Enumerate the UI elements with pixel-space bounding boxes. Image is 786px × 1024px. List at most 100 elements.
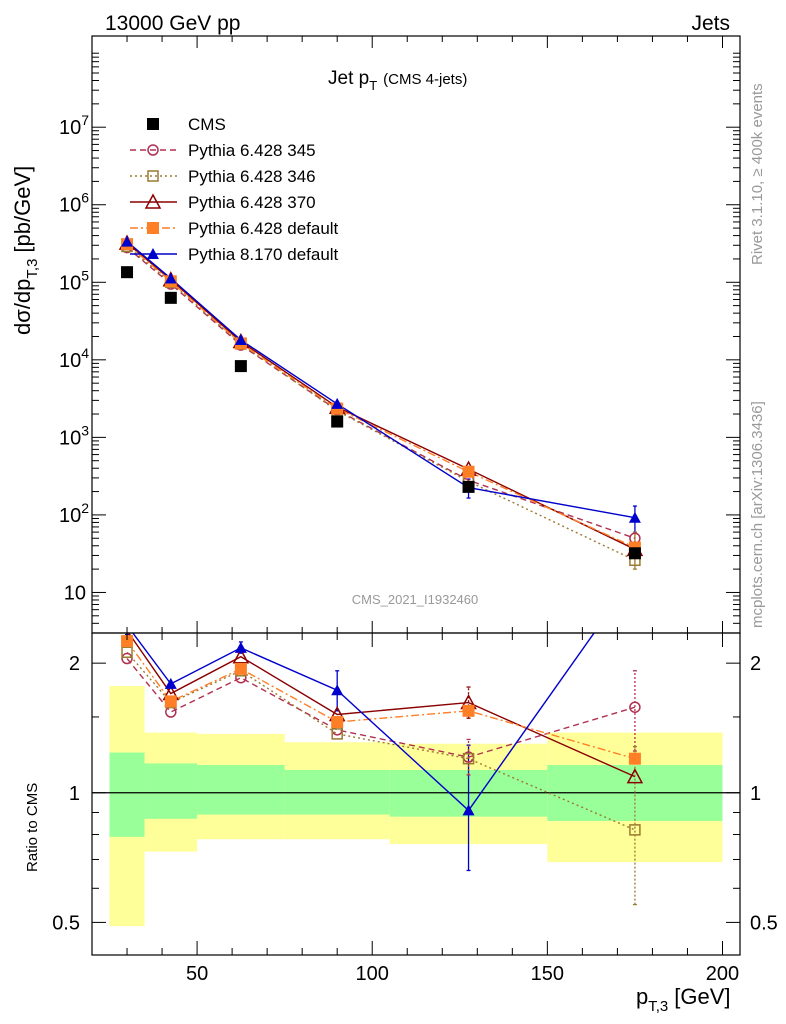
main-point-pythia-8-170-default (121, 235, 134, 247)
ratio-line-pythia-6-428-345 (126, 658, 636, 758)
rivet-label: Rivet 3.1.10, ≥ 400k events (749, 83, 766, 265)
ratio-point-pythia-8-170-default (331, 684, 344, 696)
main-point-cms (164, 291, 177, 304)
ratio-point-pythia-6-428-default (234, 662, 247, 675)
xtick-label: 50 (186, 963, 208, 985)
main-y-axis-label: dσ/dpT,3 [pb/GeV] (10, 166, 41, 335)
ratio-point-pythia-6-428-345 (121, 652, 133, 665)
main-ytick-label: 102 (59, 500, 89, 527)
ratio-plot-area (92, 633, 740, 927)
main-point-cms (628, 547, 641, 560)
xtick-label: 200 (706, 963, 739, 985)
ratio-point-pythia-8-170-default (234, 641, 247, 653)
ratio-ytick-label-right: 1 (750, 783, 761, 805)
main-line-pythia-8-170-default (126, 241, 636, 519)
main-ytick-label: 106 (59, 190, 89, 217)
main-ylabel-text: dσ/dp (10, 279, 35, 335)
main-plot-area (118, 234, 644, 570)
xlabel-text: p (636, 984, 648, 1009)
legend-item-pythia-6-428-370: Pythia 6.428 370 (130, 193, 316, 212)
ratio-line-pythia-6-428-default (126, 640, 636, 760)
svg-text:pT,3[GeV]: pT,3 [GeV] (636, 984, 731, 1015)
main-point-cms (234, 360, 247, 373)
ratio-band-inner-0 (109, 752, 145, 837)
ratio-y-axis-label: Ratio to CMS (24, 783, 41, 872)
main-point-cms (462, 480, 475, 493)
legend-marker (147, 248, 159, 259)
legend-item-pythia-6-428-default: Pythia 6.428 default (130, 219, 339, 238)
xlabel-sub: T,3 (648, 998, 668, 1015)
ratio-point-pythia-8-170-default (164, 677, 177, 689)
legend-item-cms: CMS (147, 115, 226, 134)
ratio-band-inner-2 (197, 765, 285, 815)
ratio-point-pythia-6-428-345 (165, 706, 177, 718)
legend-marker (147, 222, 159, 234)
xtick-label: 150 (531, 963, 564, 985)
ratio-band-inner-1 (144, 763, 198, 819)
ratio-point-pythia-6-428-346 (462, 752, 475, 765)
ratio-point-pythia-6-428-346 (331, 728, 343, 740)
ratio-line-pythia-6-428-370 (127, 633, 636, 778)
main-point-cms (331, 415, 344, 428)
ratio-panel: 0.5 0.5 1 1 2 2 50 100 150 200 (52, 632, 778, 985)
main-line-pythia-6-428-default (126, 243, 636, 549)
legend-label: Pythia 6.428 default (188, 219, 339, 238)
ratio-point-pythia-6-428-default (628, 752, 641, 765)
main-point-pythia-8-170-default (331, 397, 344, 409)
ratio-frame (91, 632, 741, 956)
watermark: CMS_2021_I1932460 (352, 592, 479, 607)
legend-item-pythia-6-428-346: Pythia 6.428 346 (130, 167, 316, 186)
main-title-sub: T (369, 78, 377, 93)
x-axis-label: pT,3 [GeV] (636, 984, 731, 1015)
legend-marker (147, 170, 159, 182)
legend-label: Pythia 8.170 default (188, 245, 339, 264)
header-left: 13000 GeV pp (105, 12, 240, 35)
ratio-point-pythia-6-428-default (331, 716, 344, 729)
ratio-point-pythia-6-428-346 (629, 824, 641, 836)
main-title-suffix: (CMS 4-jets) (383, 71, 467, 88)
ratio-point-pythia-6-428-370 (232, 648, 250, 664)
ratio-point-pythia-6-428-345 (629, 701, 641, 713)
main-ytick-label: 10 (64, 582, 86, 604)
legend-item-pythia-6-428-345: Pythia 6.428 345 (130, 141, 316, 160)
main-ytick-label: 107 (59, 112, 89, 139)
ratio-point-pythia-6-428-default (462, 704, 475, 717)
ratio-line-pythia-6-428-346 (126, 651, 636, 831)
main-line-pythia-6-428-370 (126, 242, 636, 550)
ratio-line-pythia-8-170-default (131, 633, 595, 812)
main-line-pythia-6-428-345 (126, 247, 636, 539)
ratio-point-pythia-6-428-370 (626, 768, 644, 784)
legend-label: Pythia 6.428 345 (188, 141, 316, 160)
mcplots-label: mcplots.cern.ch [arXiv:1306.3436] (749, 401, 766, 628)
ratio-point-pythia-6-428-default (164, 695, 177, 708)
ratio-ytick-label-right: 2 (750, 653, 761, 675)
legend: CMS Pythia 6.428 345 Pythia 6.428 346 Pythi… (130, 115, 339, 264)
main-point-cms (121, 266, 134, 279)
legend-label: CMS (188, 115, 226, 134)
main-point-pythia-8-170-default (164, 272, 177, 284)
main-panel: 10 102 103 104 105 106 107 (59, 35, 741, 634)
main-title: Jet pT (CMS 4-jets) (328, 68, 467, 93)
legend-label: Pythia 6.428 370 (188, 193, 316, 212)
xlabel-unit: [GeV] (674, 984, 730, 1009)
header-right: Jets (691, 12, 730, 35)
main-ylabel-unit: [pb/GeV] (10, 166, 35, 253)
ratio-point-pythia-8-170-default (462, 804, 475, 816)
main-title-text: Jet p (328, 68, 369, 89)
legend-marker (147, 144, 159, 156)
main-ytick-label: 105 (59, 267, 89, 294)
legend-label: Pythia 6.428 346 (188, 167, 316, 186)
main-point-pythia-8-170-default (234, 334, 247, 346)
main-ylabel-sub: T,3 (24, 259, 41, 279)
main-ytick-label: 103 (59, 422, 89, 449)
ratio-ytick-label: 1 (69, 783, 80, 805)
ratio-point-pythia-6-428-default (121, 635, 134, 648)
main-point-pythia-6-428-default (462, 465, 475, 478)
main-ytick-label: 104 (59, 345, 89, 372)
legend-marker (147, 118, 159, 130)
main-point-pythia-8-170-default (628, 511, 641, 523)
ratio-ytick-label: 2 (69, 653, 80, 675)
legend-item-pythia-8-170-default: Pythia 8.170 default (130, 245, 339, 264)
svg-text:Jet pT(CMS 4-jets): Jet pT (CMS 4-jets) (328, 68, 467, 93)
